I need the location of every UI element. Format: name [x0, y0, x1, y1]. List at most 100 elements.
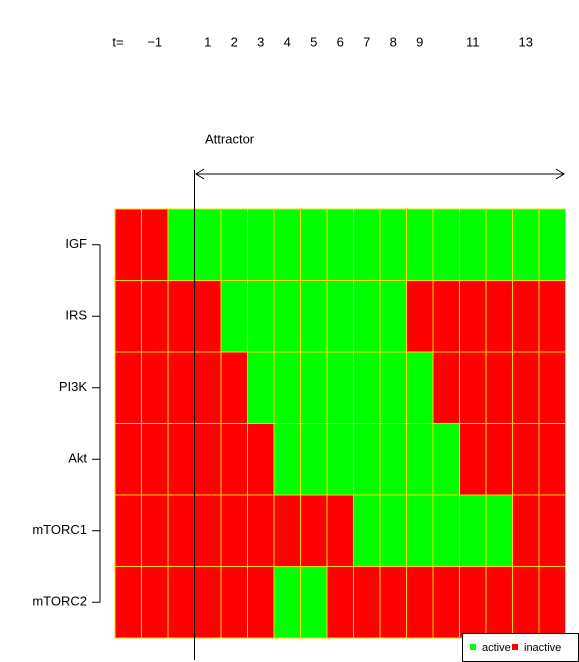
cell [459, 494, 487, 567]
y-tick-label: mTORC1 [32, 522, 87, 537]
x-tick-label: 8 [390, 34, 397, 49]
cell [538, 280, 566, 353]
cell [432, 208, 460, 281]
cell [432, 351, 460, 424]
cell [538, 566, 566, 639]
cell [300, 423, 328, 496]
cell [432, 494, 460, 567]
cell [406, 423, 434, 496]
cell [220, 208, 248, 281]
cell [167, 494, 195, 567]
cell [353, 208, 381, 281]
cell [326, 423, 354, 496]
cell [114, 494, 142, 567]
cell [379, 566, 407, 639]
x-tick-label: 4 [284, 34, 291, 49]
cell [220, 423, 248, 496]
cell [326, 566, 354, 639]
cell [141, 423, 169, 496]
x-tick-label: 7 [363, 34, 370, 49]
cell [194, 208, 222, 281]
x-tick-label: 6 [337, 34, 344, 49]
cell [538, 351, 566, 424]
cell [459, 208, 487, 281]
cell [512, 208, 540, 281]
cell [353, 494, 381, 567]
cell [194, 280, 222, 353]
cell [247, 351, 275, 424]
cell [167, 351, 195, 424]
cell [485, 423, 513, 496]
legend: active inactive [462, 633, 579, 662]
cell [273, 566, 301, 639]
cell [538, 208, 566, 281]
cell [167, 208, 195, 281]
cell [167, 280, 195, 353]
cell [247, 423, 275, 496]
cell [406, 208, 434, 281]
cell [220, 351, 248, 424]
cell [273, 280, 301, 353]
legend-label: inactive [524, 642, 561, 654]
x-tick-label: 9 [416, 34, 423, 49]
cell [379, 423, 407, 496]
cell [300, 208, 328, 281]
annotation: Attractor [205, 131, 255, 146]
cell [353, 280, 381, 353]
x-label: t= [112, 34, 123, 49]
y-tick-label: mTORC2 [32, 594, 87, 609]
cell [247, 566, 275, 639]
y-tick-label: IRS [65, 308, 87, 323]
x-tick-label: −1 [147, 34, 162, 49]
cell [432, 280, 460, 353]
cell [167, 423, 195, 496]
cell [379, 494, 407, 567]
cell [326, 494, 354, 567]
cell [141, 494, 169, 567]
cell [512, 494, 540, 567]
cell [432, 566, 460, 639]
y-tick-label: IGF [65, 236, 87, 251]
cell [379, 351, 407, 424]
cell [432, 423, 460, 496]
cell [114, 208, 142, 281]
cell [220, 280, 248, 353]
cell [141, 351, 169, 424]
cell [512, 280, 540, 353]
cell [485, 566, 513, 639]
cell [406, 280, 434, 353]
x-tick-label: 3 [257, 34, 264, 49]
cell [300, 494, 328, 567]
cell [247, 280, 275, 353]
cell [114, 280, 142, 353]
cell [220, 494, 248, 567]
cell [273, 423, 301, 496]
cell [406, 494, 434, 567]
legend-label: active [482, 642, 511, 654]
cell [326, 351, 354, 424]
cell [512, 351, 540, 424]
y-tick-label: PI3K [59, 379, 88, 394]
cell [194, 566, 222, 639]
cell [538, 423, 566, 496]
cell [353, 423, 381, 496]
cell [459, 280, 487, 353]
cell [485, 494, 513, 567]
cell [353, 566, 381, 639]
cell [300, 280, 328, 353]
cell [273, 208, 301, 281]
cell [512, 566, 540, 639]
cell [300, 566, 328, 639]
legend-swatch [470, 644, 476, 650]
cell [459, 566, 487, 639]
cell [406, 566, 434, 639]
cell [485, 351, 513, 424]
cell [326, 280, 354, 353]
cell [194, 351, 222, 424]
cell [114, 351, 142, 424]
cell [485, 208, 513, 281]
cell [379, 280, 407, 353]
cell [114, 423, 142, 496]
x-tick-label: 11 [466, 34, 480, 49]
